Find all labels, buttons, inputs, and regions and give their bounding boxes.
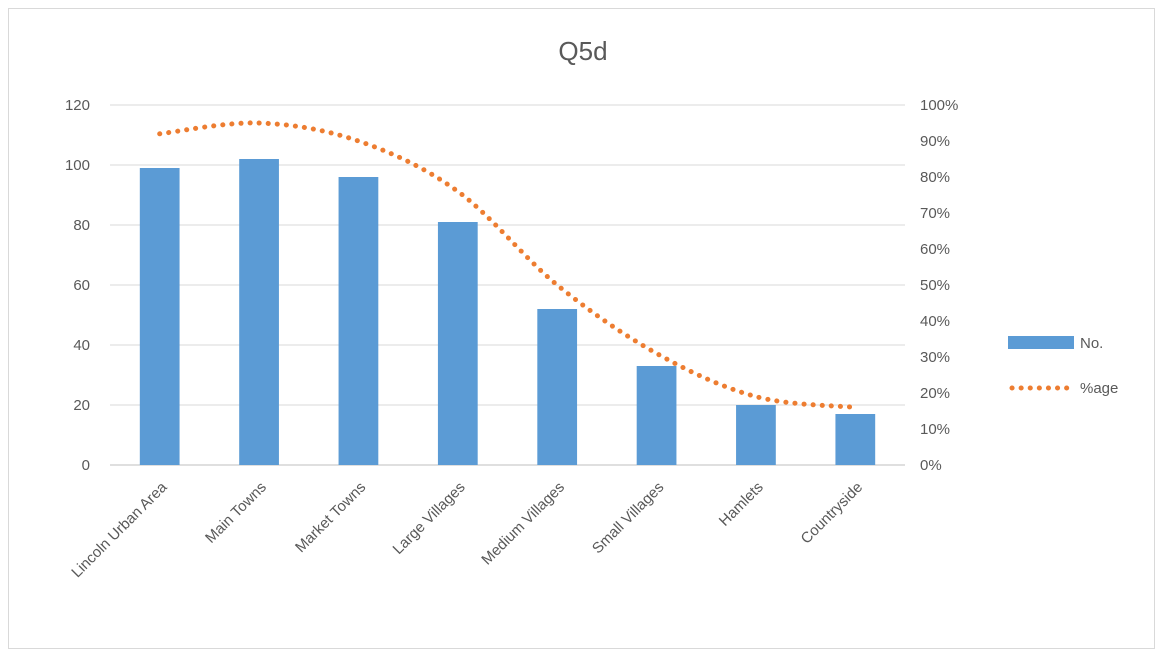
category-label: Lincoln Urban Area [68,478,171,581]
chart-frame [8,8,1155,649]
left-tick-label: 120 [65,97,90,114]
legend-label-age: %age [1080,380,1118,397]
category-labels: Lincoln Urban Area Main Towns Market Towns… [68,478,866,581]
bar [835,414,876,465]
chart-title: Q5d [558,36,607,66]
bar [338,177,379,465]
right-axis-ticks: 0% 10% 20% 30% 40% 50% 60% 70% 80% 90% 100% [920,97,958,474]
left-tick-label: 60 [73,277,90,294]
left-tick-label: 100 [65,157,90,174]
category-label: Small Villages [589,479,667,557]
right-tick-label: 100% [920,97,958,114]
right-tick-label: 90% [920,133,950,150]
legend-swatch-no [1008,336,1074,349]
category-label: Medium Villages [478,479,568,569]
left-tick-label: 20 [73,397,90,414]
left-tick-label: 80 [73,217,90,234]
line-percent-age [157,120,858,410]
bar [437,222,478,465]
category-label: Countryside [798,479,867,548]
line-series [157,120,858,410]
right-tick-label: 10% [920,421,950,438]
right-tick-label: 50% [920,277,950,294]
bar [139,168,180,465]
right-tick-label: 0% [920,457,942,474]
legend: No. %age [1008,335,1118,397]
bar [239,159,279,465]
left-axis-ticks: 0 20 40 60 80 100 120 [65,97,90,474]
category-label: Main Towns [202,479,270,547]
right-tick-label: 30% [920,349,950,366]
category-label: Hamlets [716,479,767,530]
left-tick-label: 0 [82,457,90,474]
bar [636,366,677,465]
category-label: Large Villages [390,479,469,558]
right-tick-label: 80% [920,169,950,186]
legend-label-no: No. [1080,335,1103,352]
bar [537,309,578,465]
right-tick-label: 20% [920,385,950,402]
category-label: Market Towns [292,479,369,556]
right-tick-label: 40% [920,313,950,330]
left-tick-label: 40 [73,337,90,354]
right-tick-label: 70% [920,205,950,222]
gridlines [110,104,905,466]
bar-series [139,159,876,465]
bar [736,405,776,465]
right-tick-label: 60% [920,241,950,258]
